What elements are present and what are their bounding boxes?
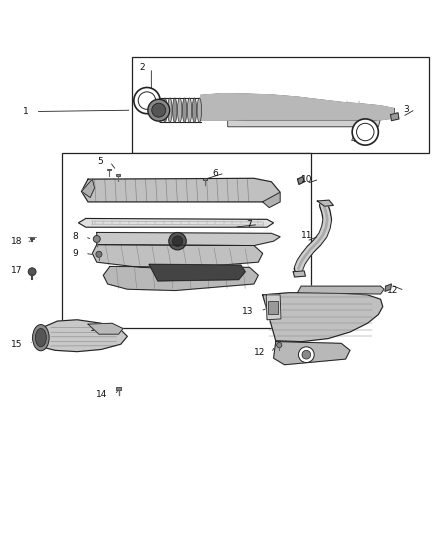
Ellipse shape [158,98,162,123]
Circle shape [152,103,166,117]
Circle shape [93,236,100,243]
Ellipse shape [187,98,192,123]
Polygon shape [317,200,333,206]
Ellipse shape [163,98,167,123]
Polygon shape [201,94,394,120]
Polygon shape [266,295,281,320]
Text: 17: 17 [11,266,22,276]
Circle shape [277,343,282,348]
Ellipse shape [197,98,201,123]
Polygon shape [297,176,304,184]
Polygon shape [103,266,258,290]
Polygon shape [274,342,350,365]
Text: 3: 3 [403,105,409,114]
Text: 16: 16 [90,324,101,333]
Circle shape [148,99,170,121]
Text: 9: 9 [73,249,78,258]
Text: 18: 18 [11,237,22,246]
Polygon shape [293,271,305,277]
Polygon shape [81,179,95,198]
Circle shape [96,251,102,257]
Polygon shape [228,118,381,127]
Ellipse shape [32,325,49,351]
Circle shape [298,347,314,362]
Bar [62,153,311,328]
Polygon shape [297,286,384,294]
Polygon shape [97,232,280,246]
Circle shape [134,87,160,114]
Ellipse shape [35,328,46,347]
Polygon shape [88,323,123,334]
Text: 11: 11 [301,231,313,240]
Text: 1: 1 [23,107,29,116]
Ellipse shape [173,98,177,123]
Text: 4: 4 [351,135,357,144]
Ellipse shape [183,98,187,123]
Text: 14: 14 [96,390,108,399]
Bar [107,169,111,171]
Ellipse shape [192,98,197,123]
Ellipse shape [168,98,172,123]
Polygon shape [81,179,280,202]
Circle shape [28,268,36,276]
Text: 2: 2 [139,63,145,72]
Circle shape [352,119,378,145]
Bar [116,174,120,176]
Polygon shape [92,245,263,269]
Text: 13: 13 [242,306,254,316]
Bar [132,57,428,153]
Bar [268,302,278,313]
Polygon shape [385,284,392,292]
Polygon shape [78,219,274,227]
Circle shape [169,232,186,250]
Bar [30,237,34,239]
Text: 15: 15 [11,340,22,349]
Circle shape [357,123,374,141]
Circle shape [302,350,311,359]
Bar [116,387,121,390]
Polygon shape [391,113,399,120]
Text: 6: 6 [212,168,218,177]
Circle shape [138,92,155,109]
Polygon shape [33,320,127,352]
Text: 12: 12 [387,286,398,295]
Ellipse shape [177,98,182,123]
Polygon shape [295,204,330,270]
Polygon shape [263,192,280,207]
Text: 5: 5 [98,157,103,166]
Bar [203,179,207,180]
Polygon shape [263,293,383,342]
Text: 7: 7 [246,220,252,229]
Polygon shape [149,264,245,281]
Text: 8: 8 [73,232,78,241]
Text: 10: 10 [301,175,313,184]
Circle shape [172,236,183,246]
Text: 12: 12 [254,349,265,358]
